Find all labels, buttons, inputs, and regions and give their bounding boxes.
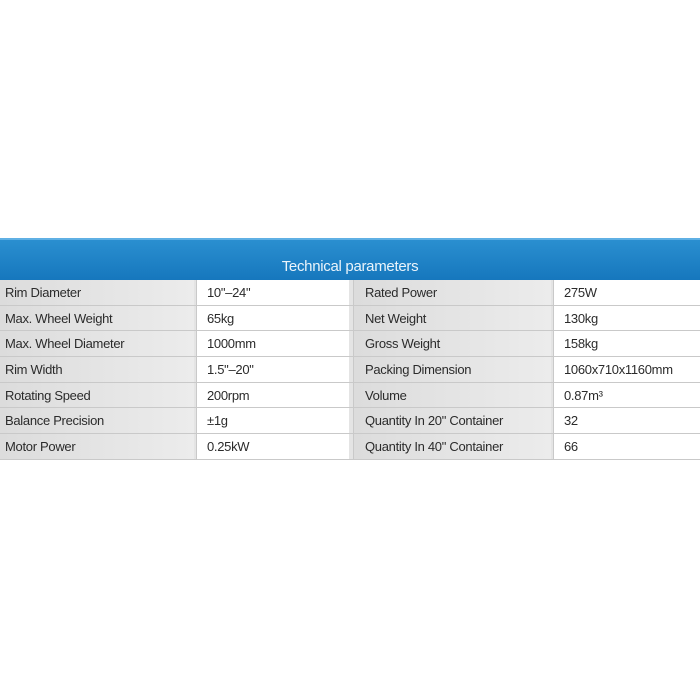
- param-label: Rim Width: [0, 357, 194, 382]
- param-label: Volume: [353, 382, 551, 408]
- param-value: 65kg: [196, 305, 349, 331]
- param-label: Net Weight: [353, 305, 551, 331]
- table-row: Motor Power 0.25kW Quantity In 40" Contain…: [0, 434, 700, 460]
- param-value: 1060x710x1160mm: [553, 357, 700, 382]
- param-value: 0.87m³: [553, 382, 700, 408]
- param-value: 158kg: [553, 331, 700, 357]
- param-label: Rim Diameter: [0, 280, 194, 305]
- table-row: Balance Precision ±1g Quantity In 20" Cont…: [0, 408, 700, 435]
- param-label: Balance Precision: [0, 408, 194, 434]
- param-value: ±1g: [196, 408, 349, 434]
- table-row: Rim Diameter 10"–24" Rated Power 275W: [0, 280, 700, 306]
- param-value: 200rpm: [196, 382, 349, 408]
- technical-parameters-table: Technical parameters Rim Diameter 10"–24"…: [0, 238, 700, 460]
- param-label: Quantity In 20" Container: [353, 408, 551, 434]
- param-label: Quantity In 40" Container: [353, 434, 551, 459]
- table-body: Rim Diameter 10"–24" Rated Power 275W Max. W…: [0, 280, 700, 460]
- param-label: Rotating Speed: [0, 382, 194, 408]
- param-label: Max. Wheel Diameter: [0, 331, 194, 357]
- param-value: 1000mm: [196, 331, 349, 357]
- table-row: Rim Width 1.5"–20" Packing Dimension 1060x7…: [0, 357, 700, 383]
- table-row: Max. Wheel Diameter 1000mm Gross Weight 158…: [0, 331, 700, 358]
- param-value: 130kg: [553, 305, 700, 331]
- param-label: Motor Power: [0, 434, 194, 459]
- param-value: 32: [553, 408, 700, 434]
- param-label: Gross Weight: [353, 331, 551, 357]
- param-label: Packing Dimension: [353, 357, 551, 382]
- param-value: 66: [553, 434, 700, 459]
- param-value: 0.25kW: [196, 434, 349, 459]
- table-row: Rotating Speed 200rpm Volume 0.87m³: [0, 382, 700, 409]
- param-value: 10"–24": [196, 280, 349, 305]
- param-value: 275W: [553, 280, 700, 305]
- table-header: Technical parameters: [0, 238, 700, 280]
- table-row: Max. Wheel Weight 65kg Net Weight 130kg: [0, 305, 700, 332]
- param-value: 1.5"–20": [196, 357, 349, 382]
- param-label: Max. Wheel Weight: [0, 305, 194, 331]
- table-title: Technical parameters: [281, 258, 419, 275]
- param-label: Rated Power: [353, 280, 551, 305]
